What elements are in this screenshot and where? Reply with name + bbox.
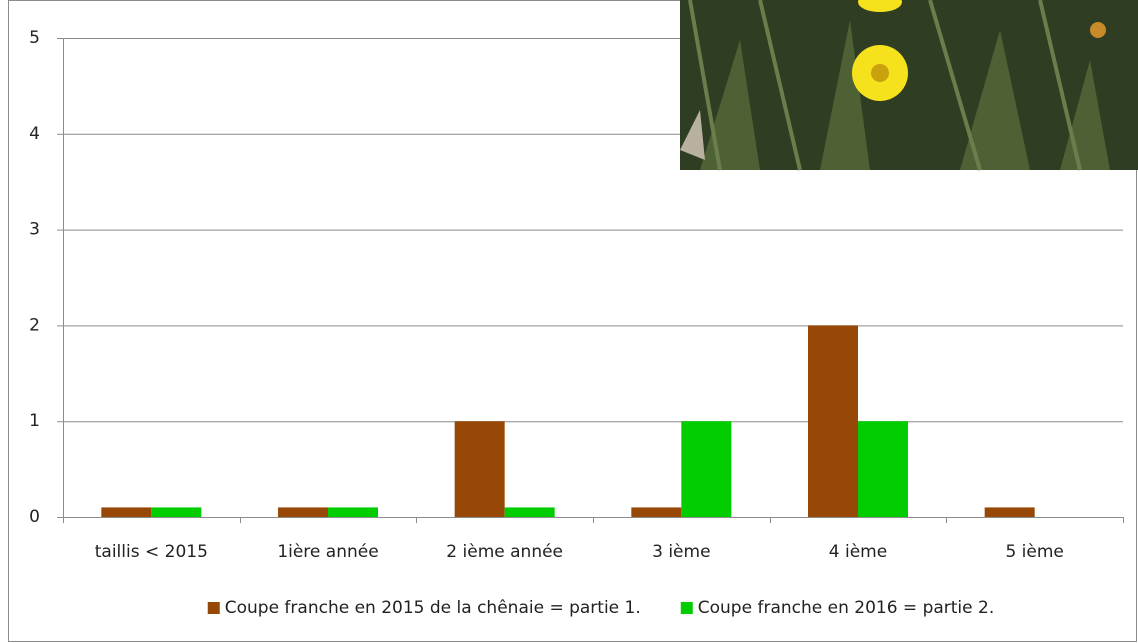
bar <box>151 507 201 517</box>
x-tick-label: 4 ième <box>829 542 887 562</box>
bar <box>681 421 731 517</box>
x-tick-label: taillis < 2015 <box>95 542 208 562</box>
x-tick-label: 3 ième <box>652 542 710 562</box>
photo-overlay <box>680 0 1138 170</box>
legend-label: Coupe franche en 2016 = partie 2. <box>698 598 994 618</box>
legend-swatch <box>208 602 220 614</box>
bar <box>808 325 858 517</box>
bar <box>985 507 1035 517</box>
y-tick-label: 0 <box>29 507 40 527</box>
bar <box>278 507 328 517</box>
bar <box>505 507 555 517</box>
y-tick-label: 1 <box>29 411 40 431</box>
legend-label: Coupe franche en 2015 de la chênaie = pa… <box>225 598 641 618</box>
bar <box>858 421 908 517</box>
y-tick-label: 2 <box>29 315 40 335</box>
chart: 0 1 2 3 4 5 taillis < 2015 1ière année 2 ième an… <box>0 0 1138 643</box>
legend-swatch <box>681 602 693 614</box>
y-tick-label: 5 <box>29 28 40 48</box>
bar <box>631 507 681 517</box>
x-tick-label: 1ière année <box>277 542 378 562</box>
y-tick-label: 3 <box>29 220 40 240</box>
bar <box>328 507 378 517</box>
bar <box>101 507 151 517</box>
x-tick-label: 2 ième année <box>446 542 563 562</box>
bar <box>455 421 505 517</box>
y-tick-label: 4 <box>29 124 40 144</box>
x-tick-label: 5 ième <box>1005 542 1063 562</box>
